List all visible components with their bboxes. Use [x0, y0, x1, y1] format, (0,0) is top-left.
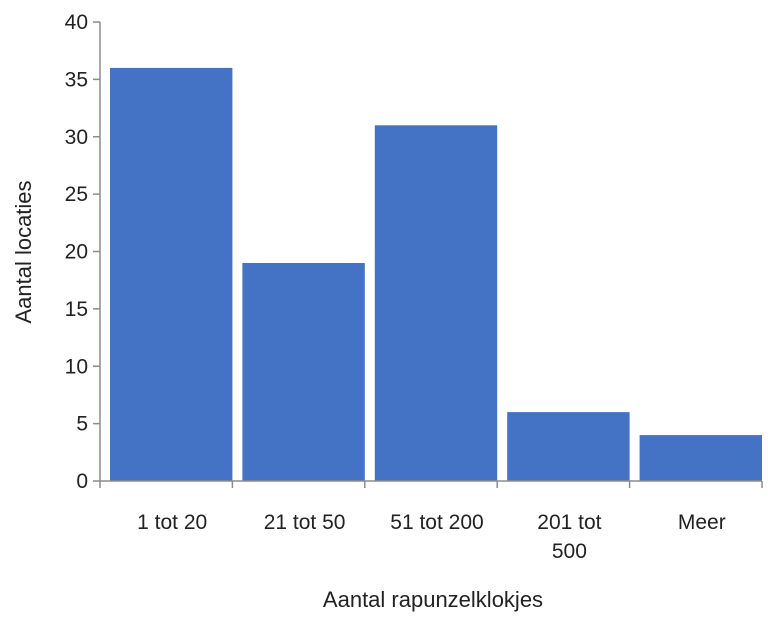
x-tick-label: 21 tot 50: [264, 511, 346, 534]
y-tick-label: 15: [65, 298, 88, 321]
y-tick-label: 5: [76, 413, 88, 436]
x-tick-label: 201 tot 500: [537, 511, 601, 563]
x-tick-label: 1 tot 20: [137, 511, 207, 534]
bar-0: [110, 67, 233, 482]
y-tick-label: 10: [65, 355, 88, 378]
bars-layer: [110, 67, 762, 482]
x-axis-title: Aantal rapunzelklokjes: [323, 587, 543, 612]
ticks-layer: 0 5 10 15 20 25 30 35 40 1 tot 20 21 tot 50 51 tot …: [65, 11, 763, 563]
y-tick-label: 30: [65, 126, 88, 149]
y-tick-label: 20: [65, 241, 88, 264]
y-axis-title: Aantal locaties: [11, 180, 36, 323]
y-tick-label: 25: [65, 183, 88, 206]
y-tick-label: 0: [76, 470, 88, 493]
bar-3: [507, 412, 630, 481]
bar-4: [639, 435, 762, 481]
bar-1: [242, 263, 365, 481]
y-tick-label: 35: [65, 68, 88, 91]
x-tick-label: 51 tot 200: [390, 511, 483, 534]
x-tick-label: Meer: [678, 511, 726, 534]
y-tick-label: 40: [65, 11, 88, 34]
bar-2: [374, 125, 498, 482]
